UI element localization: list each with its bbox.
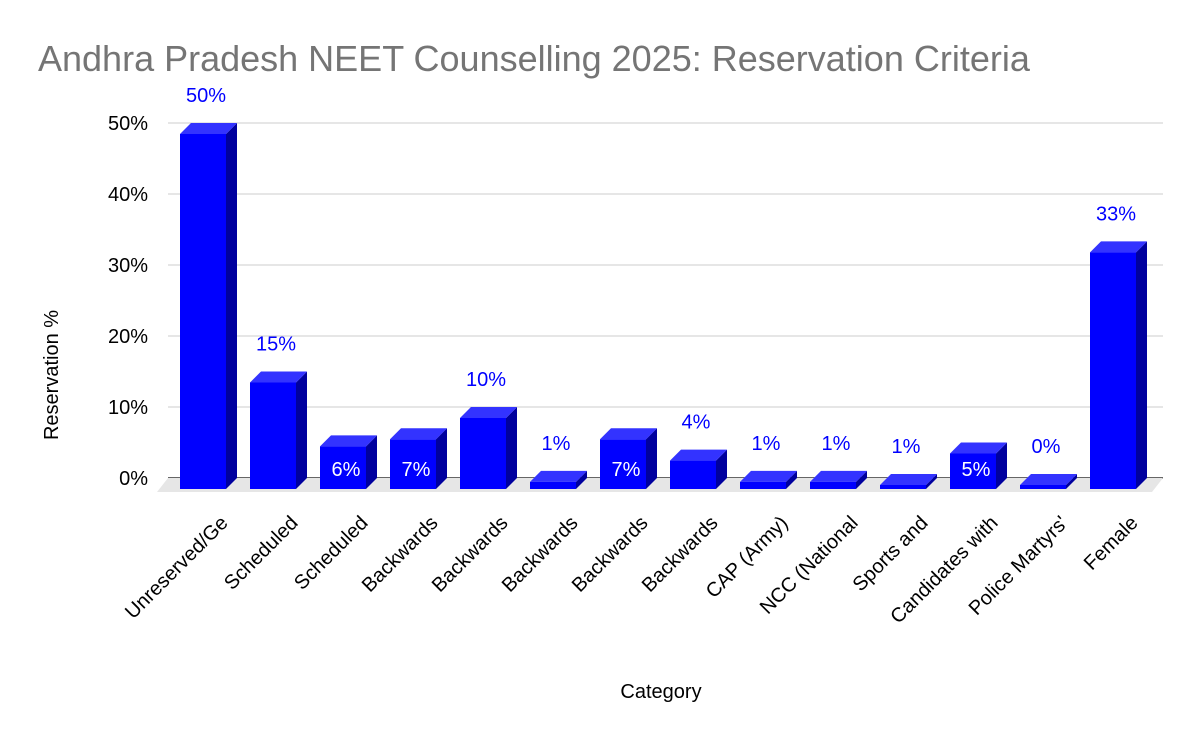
- y-tick-label: 30%: [108, 255, 148, 277]
- bar-front: [390, 439, 436, 489]
- bar-top: [460, 407, 517, 418]
- bar-side: [506, 407, 517, 489]
- bar-top: [1090, 241, 1147, 253]
- y-tick-label: 50%: [108, 113, 148, 135]
- floor-plane: [157, 478, 1163, 492]
- y-tick-label: 20%: [108, 326, 148, 348]
- data-label: 7%: [612, 459, 641, 481]
- bar-top: [670, 449, 727, 461]
- data-label: 10%: [466, 369, 506, 391]
- bar-front: [1020, 485, 1066, 489]
- bar: [670, 449, 727, 489]
- gridlines: [168, 122, 1163, 479]
- bar-top: [390, 428, 447, 440]
- bar-front: [320, 446, 366, 489]
- bar: [390, 428, 447, 489]
- bar-front: [880, 485, 926, 489]
- bar: [740, 470, 797, 489]
- bar-side: [996, 442, 1007, 489]
- bar-top: [880, 474, 937, 485]
- bar-front: [1090, 252, 1136, 489]
- y-axis-title: Reservation %: [41, 310, 63, 440]
- bar: [1020, 474, 1077, 489]
- bar-side: [296, 371, 307, 489]
- data-label: 0%: [1032, 436, 1061, 458]
- data-label: 7%: [402, 459, 431, 481]
- bar: [950, 442, 1007, 489]
- bar-front: [810, 481, 856, 489]
- bar-front: [600, 439, 646, 489]
- bar-side: [226, 123, 237, 489]
- bar-front: [460, 418, 506, 489]
- bar-front: [180, 134, 226, 489]
- bar-front: [670, 460, 716, 489]
- bar-top: [530, 470, 587, 482]
- bar-side: [926, 474, 937, 489]
- bar-front: [530, 481, 576, 489]
- bar: [880, 474, 937, 489]
- x-category-label: Unreserved/Ge: [121, 512, 232, 623]
- data-label: 6%: [332, 459, 361, 481]
- bar-side: [856, 470, 867, 489]
- data-label: 1%: [892, 436, 921, 458]
- data-label: 5%: [962, 459, 991, 481]
- data-label: 1%: [542, 433, 571, 455]
- data-label: 50%: [186, 85, 226, 107]
- bar-top: [950, 442, 1007, 454]
- bar-side: [716, 449, 727, 489]
- bar: [460, 407, 517, 489]
- y-tick-label: 40%: [108, 184, 148, 206]
- data-label: 1%: [752, 433, 781, 455]
- data-label: 1%: [822, 433, 851, 455]
- chart-floor: [157, 478, 1163, 492]
- bar: [180, 123, 237, 489]
- bars: [180, 123, 1147, 489]
- bar-front: [950, 453, 996, 489]
- x-axis-title: Category: [620, 681, 701, 703]
- bar: [600, 428, 657, 489]
- bar-top: [740, 470, 797, 482]
- bar-top: [1020, 474, 1077, 485]
- bar-top: [180, 123, 237, 134]
- y-axis-ticks: 0% 10% 20% 30% 40% 50%: [108, 113, 148, 490]
- x-category-label: Scheduled: [220, 512, 302, 594]
- bar-top: [250, 371, 307, 383]
- bar-side: [366, 435, 377, 489]
- x-axis-categories: Unreserved/GeScheduledScheduledBackwards…: [121, 512, 1142, 628]
- bar-top: [600, 428, 657, 440]
- data-label: 33%: [1096, 203, 1136, 225]
- bar-side: [786, 470, 797, 489]
- bar: [810, 470, 867, 489]
- bar-side: [1136, 241, 1147, 489]
- bar-front: [250, 382, 296, 489]
- bar-top: [320, 435, 377, 447]
- bar-side: [1066, 474, 1077, 489]
- bar-side: [576, 470, 587, 489]
- y-tick-label: 0%: [119, 468, 148, 490]
- chart-title: Andhra Pradesh NEET Counselling 2025: Re…: [38, 38, 1030, 79]
- y-tick-label: 10%: [108, 397, 148, 419]
- bar-front: [740, 481, 786, 489]
- data-labels: 50% 15% 6% 7% 10% 1% 7% 4% 1% 1% 1% 5% 0% 33%: [186, 85, 1136, 481]
- bar-top: [810, 470, 867, 482]
- bar-side: [436, 428, 447, 489]
- data-label: 4%: [682, 412, 711, 434]
- bar: [1090, 241, 1147, 489]
- data-label: 15%: [256, 334, 296, 356]
- bar: [250, 371, 307, 489]
- bar: [530, 470, 587, 489]
- bar: [320, 435, 377, 489]
- bar-side: [646, 428, 657, 489]
- x-category-label: Female: [1080, 512, 1143, 575]
